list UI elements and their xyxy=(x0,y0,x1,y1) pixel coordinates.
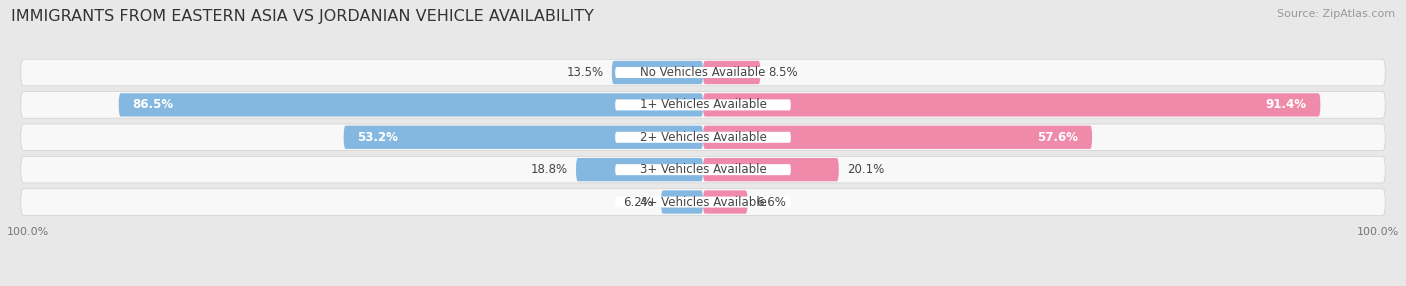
Text: 86.5%: 86.5% xyxy=(132,98,173,112)
FancyBboxPatch shape xyxy=(343,126,703,149)
FancyBboxPatch shape xyxy=(118,93,703,117)
Text: No Vehicles Available: No Vehicles Available xyxy=(640,66,766,79)
Legend: Immigrants from Eastern Asia, Jordanian: Immigrants from Eastern Asia, Jordanian xyxy=(557,284,849,286)
FancyBboxPatch shape xyxy=(616,196,790,208)
Text: 3+ Vehicles Available: 3+ Vehicles Available xyxy=(640,163,766,176)
FancyBboxPatch shape xyxy=(576,158,703,181)
FancyBboxPatch shape xyxy=(616,132,790,143)
FancyBboxPatch shape xyxy=(21,92,1385,118)
Text: 53.2%: 53.2% xyxy=(357,131,398,144)
Text: 1+ Vehicles Available: 1+ Vehicles Available xyxy=(640,98,766,112)
Text: IMMIGRANTS FROM EASTERN ASIA VS JORDANIAN VEHICLE AVAILABILITY: IMMIGRANTS FROM EASTERN ASIA VS JORDANIA… xyxy=(11,9,595,23)
FancyBboxPatch shape xyxy=(661,190,703,214)
Text: 6.2%: 6.2% xyxy=(623,196,652,208)
FancyBboxPatch shape xyxy=(703,190,748,214)
FancyBboxPatch shape xyxy=(21,189,1385,215)
Text: 57.6%: 57.6% xyxy=(1038,131,1078,144)
FancyBboxPatch shape xyxy=(21,124,1385,150)
FancyBboxPatch shape xyxy=(21,156,1385,183)
Text: 13.5%: 13.5% xyxy=(567,66,603,79)
Text: 8.5%: 8.5% xyxy=(769,66,799,79)
FancyBboxPatch shape xyxy=(616,164,790,175)
FancyBboxPatch shape xyxy=(616,67,790,78)
FancyBboxPatch shape xyxy=(612,61,703,84)
FancyBboxPatch shape xyxy=(703,61,761,84)
FancyBboxPatch shape xyxy=(703,93,1320,117)
Text: Source: ZipAtlas.com: Source: ZipAtlas.com xyxy=(1277,9,1395,19)
FancyBboxPatch shape xyxy=(21,59,1385,86)
FancyBboxPatch shape xyxy=(703,126,1092,149)
Text: 91.4%: 91.4% xyxy=(1265,98,1306,112)
Text: 4+ Vehicles Available: 4+ Vehicles Available xyxy=(640,196,766,208)
Text: 20.1%: 20.1% xyxy=(846,163,884,176)
FancyBboxPatch shape xyxy=(616,100,790,110)
Text: 6.6%: 6.6% xyxy=(755,196,786,208)
FancyBboxPatch shape xyxy=(703,158,839,181)
Text: 18.8%: 18.8% xyxy=(531,163,568,176)
Text: 2+ Vehicles Available: 2+ Vehicles Available xyxy=(640,131,766,144)
